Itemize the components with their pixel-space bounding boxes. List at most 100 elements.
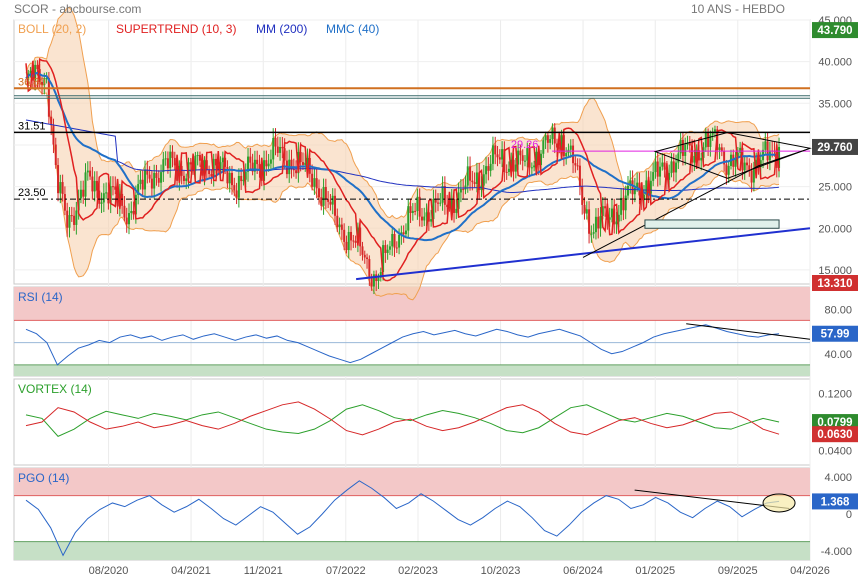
- candle-body: [54, 144, 57, 166]
- vortex-series-line: [25, 404, 780, 437]
- candle-body: [50, 116, 53, 126]
- candle-body: [295, 170, 298, 174]
- candle-body: [450, 198, 453, 208]
- candle-body: [210, 174, 213, 177]
- candle-body: [130, 211, 133, 214]
- candle-body: [59, 182, 62, 194]
- candle-body: [279, 146, 282, 153]
- candle-body: [297, 152, 300, 174]
- candle-body: [372, 274, 375, 287]
- candle-body: [514, 164, 517, 172]
- candle-body: [301, 162, 304, 165]
- candle-body: [759, 160, 762, 168]
- candle-body: [723, 151, 726, 165]
- candle-body: [41, 82, 44, 86]
- candle-body: [697, 150, 700, 161]
- candle-body: [661, 162, 664, 167]
- candle-body: [91, 176, 94, 192]
- candle-body: [743, 162, 746, 171]
- candle-body: [695, 150, 698, 156]
- candle-body: [601, 206, 604, 216]
- candle-body: [498, 157, 501, 160]
- candle-body: [569, 145, 572, 150]
- candle-body: [86, 170, 89, 173]
- candle-body: [501, 149, 504, 160]
- x-tick-label: 04/2026: [790, 565, 830, 577]
- candle-body: [324, 187, 327, 200]
- candle-body: [121, 193, 124, 206]
- candle-body: [622, 197, 625, 211]
- price-y-tick: 40.000: [818, 57, 852, 69]
- candle-body: [260, 170, 263, 181]
- vortex-last-badge: 0.0630: [817, 429, 852, 441]
- candle-body: [665, 169, 668, 180]
- candle-body: [462, 189, 465, 191]
- candle-body: [338, 224, 341, 228]
- candle-body: [141, 179, 144, 190]
- candle-body: [247, 156, 250, 172]
- candle-body: [63, 194, 66, 211]
- vortex-badge-bg: [812, 414, 858, 431]
- candle-body: [331, 195, 334, 205]
- price-last-badge-bg: [812, 138, 858, 155]
- candle-body: [707, 132, 710, 147]
- candle-body: [79, 189, 82, 199]
- candle-body: [416, 196, 419, 212]
- vortex-badge-bg: [812, 426, 858, 443]
- candle-body: [327, 199, 330, 202]
- indicator-lines: [25, 57, 780, 557]
- candle-body: [590, 233, 593, 235]
- candle-body: [418, 196, 421, 217]
- candle-body: [98, 190, 101, 204]
- candle-body: [746, 162, 749, 166]
- candle-body: [155, 172, 158, 178]
- candle-body: [455, 208, 458, 213]
- candle-body: [249, 156, 252, 163]
- candle-body: [528, 148, 531, 168]
- candle-body: [757, 160, 760, 168]
- candle-body: [542, 140, 545, 154]
- candle-body: [560, 135, 563, 149]
- candle-body: [162, 159, 165, 173]
- candle-body: [572, 145, 575, 164]
- candle-body: [240, 175, 243, 182]
- candle-body: [160, 172, 163, 183]
- candle-body: [146, 169, 149, 175]
- candle-body: [61, 182, 64, 195]
- candle-body: [265, 160, 268, 167]
- candle-body: [615, 221, 618, 225]
- support-trendline: [355, 227, 811, 281]
- candle-body: [448, 207, 451, 209]
- candle-body: [144, 169, 147, 190]
- candle-body: [237, 175, 240, 198]
- candle-body: [114, 186, 117, 190]
- candle-body: [441, 186, 444, 203]
- candle-body: [711, 131, 714, 135]
- candle-body: [281, 146, 284, 149]
- candle-body: [473, 182, 476, 184]
- candle-body: [45, 77, 48, 79]
- drawings: [14, 87, 812, 513]
- candle-body: [617, 214, 620, 222]
- candle-body: [592, 232, 595, 234]
- bollinger-fill: [26, 7, 780, 300]
- candle-body: [219, 162, 222, 171]
- candle-body: [732, 154, 735, 167]
- candle-body: [491, 145, 494, 164]
- candle-body: [377, 277, 380, 282]
- candle-body: [153, 172, 156, 189]
- candle-body: [409, 206, 412, 214]
- candle-body: [423, 216, 426, 221]
- candle-body: [283, 148, 286, 161]
- candle-body: [475, 172, 478, 184]
- vortex-last-badge: 0.0799: [817, 417, 852, 429]
- candle-body: [604, 206, 607, 209]
- candle-body: [599, 215, 602, 229]
- candle-body: [752, 169, 755, 183]
- candle-body: [347, 231, 350, 251]
- candle-body: [505, 171, 508, 173]
- candle-body: [242, 179, 245, 182]
- candle-body: [656, 161, 659, 177]
- pgo-y-tick: -4.000: [821, 546, 852, 558]
